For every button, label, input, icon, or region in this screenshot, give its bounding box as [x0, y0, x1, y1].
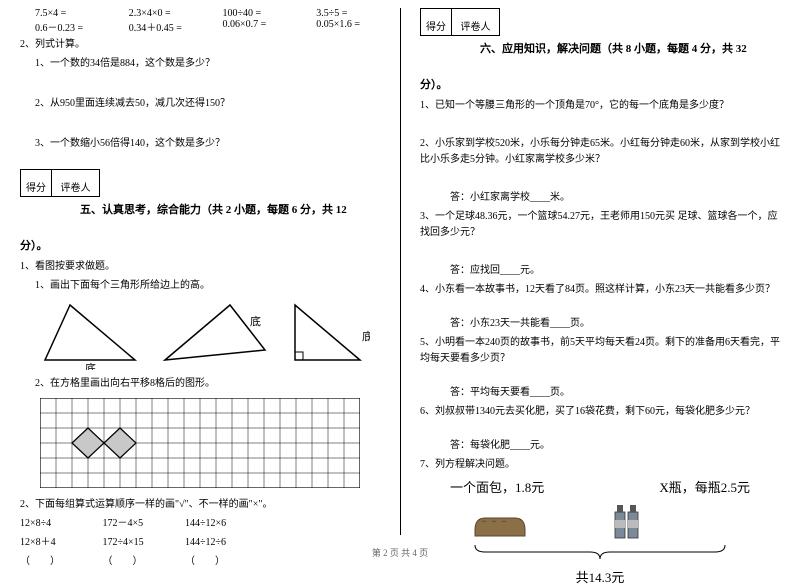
calc-cell: 0.6－0.23 = — [35, 19, 99, 34]
q2-3: 3、一个数缩小56倍得140，这个数是多少？ — [35, 136, 380, 152]
r-q4: 4、小东看一本故事书，12天看了84页。照这样计算，小东23天一共能看多少页？ — [420, 282, 780, 298]
q5-1: 1、看图按要求做题。 — [20, 259, 380, 275]
base-label: 底 — [250, 314, 261, 328]
right-column: 得分 评卷人 六、应用知识，解决问题（共 8 小题，每题 4 分，共 32 分）… — [400, 0, 800, 565]
left-column: 7.5×4 = 2.3×4×0 = 100÷40 = 3.5÷5 = 0.6－0… — [0, 0, 400, 565]
calc-row-1: 7.5×4 = 2.3×4×0 = 100÷40 = 3.5÷5 = — [35, 8, 380, 19]
r-q2: 2、小乐家到学校520米，小乐每分钟走65米。小红每分钟走60米，从家到学校小红… — [420, 136, 780, 168]
bottle-icon — [610, 500, 650, 540]
q5-1a: 1、画出下面每个三角形所给边上的高。 — [35, 278, 380, 294]
calc-cell: 0.06×0.7 = — [223, 19, 287, 34]
r-q7: 7、列方程解决问题。 — [420, 457, 780, 473]
section-5-title: 五、认真思考，综合能力（共 2 小题，每题 6 分，共 12 — [80, 201, 380, 217]
product-images — [470, 500, 780, 540]
calc-cell: 100÷40 = — [223, 8, 287, 19]
calc-cell: 3.5÷5 = — [316, 8, 380, 19]
calc-cell: 0.34＋0.45 = — [129, 19, 193, 34]
r-a4: 答：小东23天一共能看____页。 — [450, 316, 780, 332]
score-cell: 得分 — [420, 8, 452, 36]
calc-cell: 0.05×1.6 = — [316, 19, 380, 34]
bread-label: 一个面包，1.8元 — [450, 477, 544, 496]
section-6-title-cont: 分）。 — [420, 76, 780, 92]
total-label: 共14.3元 — [420, 567, 780, 586]
expr-row-1: 12×8÷4 172－4×5 144÷12×6 — [20, 516, 380, 532]
score-cell: 得分 — [20, 169, 52, 197]
grid — [40, 398, 380, 491]
calc-cell: 7.5×4 = — [35, 8, 99, 19]
q5-2: 2、下面每组算式运算顺序一样的画"√"、不一样的画"×"。 — [20, 497, 380, 513]
section-6-title: 六、应用知识，解决问题（共 8 小题，每题 4 分，共 32 — [480, 40, 780, 56]
q5-1b: 2、在方格里画出向右平移8格后的图形。 — [35, 376, 380, 392]
r-a6: 答：每袋化肥____元。 — [450, 438, 780, 454]
section-5-title-cont: 分）。 — [20, 237, 380, 253]
q2-1: 1、一个数的34倍是884，这个数是多少？ — [35, 56, 380, 72]
r-a5: 答：平均每天要看____页。 — [450, 385, 780, 401]
r-q6: 6、刘叔叔带1340元去买化肥，买了16袋花费，剩下60元，每袋化肥多少元？ — [420, 404, 780, 420]
r-a3: 答：应找回____元。 — [450, 263, 780, 279]
r-q1: 1、已知一个等腰三角形的一个顶角是70°，它的每一个底角是多少度？ — [420, 98, 780, 114]
grader-cell: 评卷人 — [52, 169, 100, 197]
base-label: 底 — [362, 329, 370, 343]
score-box-5: 得分 评卷人 — [20, 169, 380, 197]
product-labels: 一个面包，1.8元 X瓶，每瓶2.5元 — [450, 477, 750, 496]
calc-row-2: 0.6－0.23 = 0.34＋0.45 = 0.06×0.7 = 0.05×1… — [35, 19, 380, 34]
r-q3: 3、一个足球48.36元，一个篮球54.27元，王老师用150元买 足球、篮球各… — [420, 209, 780, 241]
q2-heading: 2、列式计算。 — [20, 37, 380, 53]
r-q5: 5、小明看一本240页的故事书，前5天平均每天看24页。剩下的准备用6天看完，平… — [420, 335, 780, 367]
page-footer: 第 2 页 共 4 页 — [0, 546, 800, 559]
triangle-3: 底 — [290, 300, 370, 370]
base-label: 底 — [85, 361, 96, 370]
triangle-1: 底 — [40, 300, 140, 370]
triangles: 底 底 底 — [40, 300, 380, 370]
bread-icon — [470, 510, 530, 540]
q2-2: 2、从950里面连续减去50，减几次还得150？ — [35, 96, 380, 112]
triangle-2: 底 — [160, 300, 270, 370]
grader-cell: 评卷人 — [452, 8, 500, 36]
calc-cell: 2.3×4×0 = — [129, 8, 193, 19]
score-box-6: 得分 评卷人 — [420, 8, 780, 36]
bottle-label: X瓶，每瓶2.5元 — [659, 477, 750, 496]
r-a2: 答：小红家离学校____米。 — [450, 190, 780, 206]
